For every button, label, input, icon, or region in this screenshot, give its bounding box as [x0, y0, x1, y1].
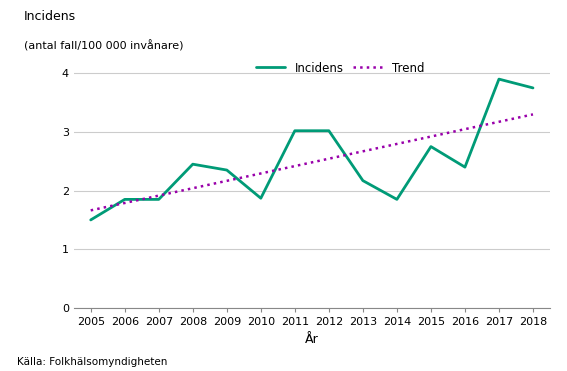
Incidens	[325, 128, 332, 133]
Incidens	[530, 86, 536, 90]
Trend	[257, 171, 264, 176]
Incidens	[223, 168, 230, 172]
Incidens	[393, 197, 400, 201]
Text: Incidens: Incidens	[24, 10, 76, 23]
Incidens	[189, 162, 196, 167]
Line: Incidens: Incidens	[91, 79, 533, 220]
Incidens	[155, 197, 162, 201]
Text: (antal fall/100 000 invånare): (antal fall/100 000 invånare)	[24, 40, 183, 52]
Trend	[121, 201, 128, 205]
Incidens	[496, 77, 502, 81]
Trend	[189, 186, 196, 190]
Trend	[87, 208, 94, 213]
Trend	[462, 127, 468, 131]
Legend: Incidens, Trend: Incidens, Trend	[256, 62, 425, 75]
Trend	[393, 142, 400, 146]
Line: Trend: Trend	[91, 114, 533, 210]
Trend	[325, 157, 332, 161]
Incidens	[291, 128, 298, 133]
Text: Källa: Folkhälsomyndigheten: Källa: Folkhälsomyndigheten	[17, 357, 167, 367]
Incidens	[257, 196, 264, 200]
Trend	[291, 164, 298, 168]
Trend	[530, 112, 536, 116]
Incidens	[428, 144, 434, 149]
X-axis label: År: År	[305, 332, 319, 345]
Incidens	[462, 165, 468, 169]
Trend	[496, 119, 502, 124]
Incidens	[359, 178, 366, 183]
Incidens	[87, 218, 94, 222]
Incidens	[121, 197, 128, 201]
Trend	[428, 134, 434, 139]
Trend	[155, 193, 162, 198]
Trend	[359, 149, 366, 154]
Trend	[223, 178, 230, 183]
